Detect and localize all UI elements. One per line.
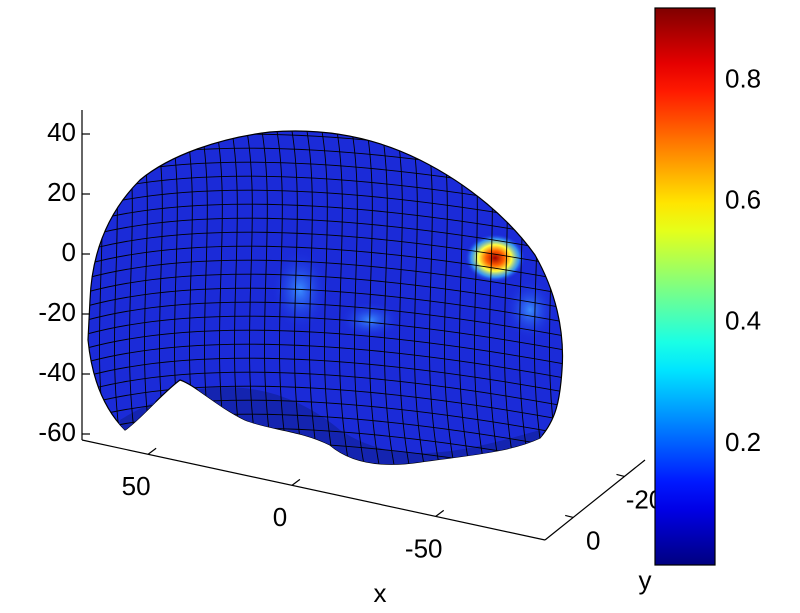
z-tick-label: 20	[47, 177, 76, 207]
y-axis	[544, 459, 646, 541]
z-tick-label: -20	[38, 297, 76, 327]
mesh-line	[88, 357, 563, 394]
mesh-line	[88, 287, 563, 324]
mesh-line	[88, 203, 563, 240]
x-axis-label: x	[374, 578, 387, 608]
mesh-line	[88, 385, 563, 422]
mesh-line	[575, 120, 590, 470]
mesh-line	[304, 130, 321, 465]
surface	[87, 120, 590, 470]
z-tick-label: 0	[62, 237, 76, 267]
x-tick-label: -50	[405, 533, 443, 563]
mesh-line	[289, 130, 306, 465]
mesh-line	[88, 301, 563, 338]
colorbar-tick-label: 0.2	[725, 427, 761, 457]
colorbar-tick-label: 0.6	[725, 185, 761, 215]
mesh-line	[88, 245, 563, 282]
mesh-line	[88, 371, 563, 408]
x-tick	[147, 447, 157, 455]
mesh-line	[88, 273, 563, 310]
mesh-line	[319, 130, 336, 465]
mesh-line	[88, 217, 563, 254]
z-tick-label: -60	[38, 417, 76, 447]
x-tick-label: 50	[122, 471, 151, 501]
mesh-line	[364, 130, 381, 465]
mesh-line	[88, 189, 563, 226]
mesh-line	[88, 231, 563, 268]
y-axis-label: y	[639, 565, 652, 595]
z-tick-label: -40	[38, 357, 76, 387]
mesh-line	[88, 413, 563, 450]
mesh-line	[88, 329, 563, 366]
x-tick	[435, 509, 445, 517]
mesh-line	[379, 130, 396, 465]
x-axis	[81, 439, 546, 541]
mesh-line	[259, 130, 276, 465]
y-tick	[565, 514, 574, 519]
colorbar-tick-label: 0.4	[725, 306, 761, 336]
z-tick-label: 40	[47, 117, 76, 147]
mesh-line	[244, 130, 261, 465]
y-tick-label: 0	[586, 525, 600, 555]
mesh-line	[559, 130, 563, 465]
mesh-line	[88, 399, 563, 436]
mesh-line	[409, 130, 426, 465]
x-tick	[291, 478, 301, 486]
colorbar-tick-label: 0.8	[725, 64, 761, 94]
y-tick	[616, 473, 625, 477]
mesh-line	[88, 315, 563, 352]
mesh-line	[88, 259, 563, 296]
mesh-line	[88, 343, 563, 380]
mesh-line	[334, 130, 351, 465]
x-tick-label: 0	[273, 502, 287, 532]
mesh-line	[274, 130, 291, 465]
colorbar	[654, 7, 716, 566]
